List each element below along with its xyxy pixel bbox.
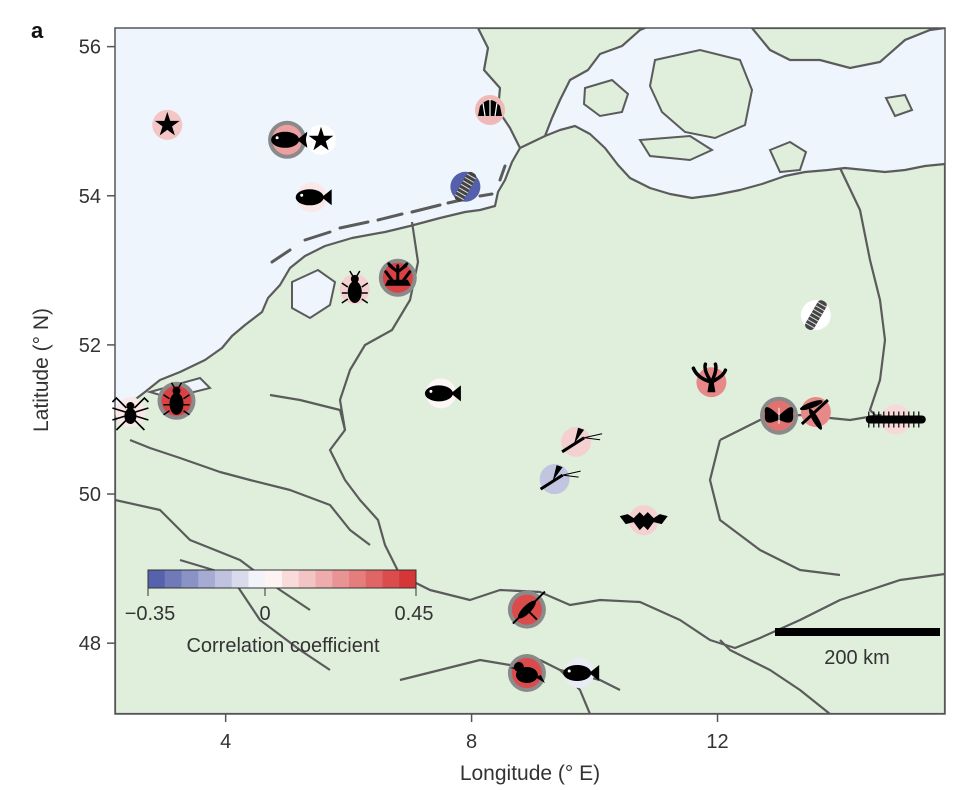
plot-frame xyxy=(114,27,946,715)
colorbar-zero-label: 0 xyxy=(259,603,270,625)
site-grasshopper xyxy=(507,590,546,629)
bat-icon xyxy=(619,512,668,531)
site-plant xyxy=(691,362,728,398)
colorbar-min-label: −0.35 xyxy=(125,603,176,625)
x-tick-label: 12 xyxy=(706,731,728,753)
site-fish xyxy=(295,182,332,213)
starfish-icon xyxy=(154,111,180,136)
butterfly-icon xyxy=(764,407,794,424)
site-shell xyxy=(475,95,505,125)
ijsselmeer xyxy=(291,268,337,320)
millipede-icon xyxy=(865,411,926,428)
y-axis-title: Latitude (° N) xyxy=(30,308,53,432)
dragonfly-icon xyxy=(799,398,829,430)
fish-icon xyxy=(424,385,461,402)
x-tick-label: 8 xyxy=(466,731,477,753)
beetle-icon xyxy=(163,382,190,416)
starfish-icon xyxy=(308,126,334,151)
fish-icon xyxy=(295,189,332,206)
colorbar-swatch xyxy=(231,570,249,588)
y-tick-label: 56 xyxy=(79,37,101,59)
jutland xyxy=(476,28,647,150)
frisian-islands xyxy=(270,164,507,264)
site-beetle xyxy=(157,381,196,420)
island-lolland xyxy=(638,134,715,162)
worm-icon xyxy=(454,171,477,202)
site-fish xyxy=(563,658,600,688)
site-worm xyxy=(450,171,481,202)
site-beetle xyxy=(339,270,370,304)
sites-layer xyxy=(111,95,926,692)
fish-icon xyxy=(563,665,600,681)
scale-bar-label: 200 km xyxy=(824,647,890,669)
scale-bar-line xyxy=(775,628,940,636)
colorbar-swatch xyxy=(349,570,367,588)
site-bat xyxy=(619,505,668,536)
colorbar-swatch xyxy=(164,570,182,588)
colorbar-swatch xyxy=(181,570,199,588)
site-bird xyxy=(507,654,546,692)
colorbar-swatch xyxy=(365,570,383,588)
beetle-icon xyxy=(341,270,369,304)
sweden-coast xyxy=(750,28,945,70)
y-tick-label: 48 xyxy=(79,633,101,655)
grasshopper-icon xyxy=(512,590,546,625)
colorbar-swatch xyxy=(332,570,350,588)
colorbar-swatch xyxy=(315,570,333,588)
colorbar-swatch xyxy=(215,570,233,588)
colorbar-swatch xyxy=(382,570,400,588)
y-axis: 48 50 52 54 56 xyxy=(79,37,115,655)
site-dragonfly xyxy=(799,397,831,430)
site-starfish xyxy=(152,109,183,140)
coral-icon xyxy=(384,262,412,286)
site-mayfly xyxy=(539,464,581,495)
colorbar-swatches xyxy=(148,570,417,588)
site-butterfly xyxy=(760,396,798,435)
scale-bar: 200 km xyxy=(775,628,940,669)
plant-icon xyxy=(691,362,728,393)
fish-icon xyxy=(271,131,308,148)
colorbar-swatch xyxy=(282,570,300,588)
country-borders xyxy=(115,167,945,714)
colorbar-max-label: 0.45 xyxy=(395,603,434,625)
site-worm xyxy=(800,300,831,331)
island-funen xyxy=(582,78,630,118)
colorbar-frame xyxy=(147,569,417,589)
colorbar-title: Correlation coefficient xyxy=(186,635,380,657)
mayfly-icon xyxy=(561,427,603,454)
island-rugen xyxy=(768,140,808,174)
site-spider xyxy=(111,396,149,431)
colorbar: −0.35 0 0.45 Correlation coefficient xyxy=(125,569,434,657)
site-coral xyxy=(378,258,417,297)
spider-icon xyxy=(111,396,149,431)
map-area xyxy=(115,28,945,714)
colorbar-swatch xyxy=(198,570,216,588)
colorbar-swatch xyxy=(265,570,283,588)
x-axis: 4 8 12 xyxy=(220,714,729,753)
site-fish xyxy=(424,378,461,409)
colorbar-swatch xyxy=(248,570,266,588)
y-tick-label: 50 xyxy=(79,484,101,506)
site-millipede xyxy=(865,404,926,435)
bird-icon xyxy=(509,662,545,683)
panel-label: a xyxy=(31,18,44,43)
colorbar-swatch xyxy=(298,570,316,588)
worm-icon xyxy=(805,300,827,330)
site-fish xyxy=(268,120,308,159)
colorbar-swatch xyxy=(399,570,417,588)
x-axis-title: Longitude (° E) xyxy=(460,762,600,785)
island-zealand xyxy=(648,48,754,140)
mayfly-icon xyxy=(539,465,581,491)
shell-icon xyxy=(478,99,502,117)
y-tick-label: 54 xyxy=(79,186,101,208)
site-starfish xyxy=(306,124,336,155)
x-tick-label: 4 xyxy=(220,731,231,753)
island-bornholm xyxy=(884,93,914,118)
y-tick-label: 52 xyxy=(79,335,101,357)
colorbar-swatch xyxy=(148,570,166,588)
site-mayfly xyxy=(561,426,603,457)
